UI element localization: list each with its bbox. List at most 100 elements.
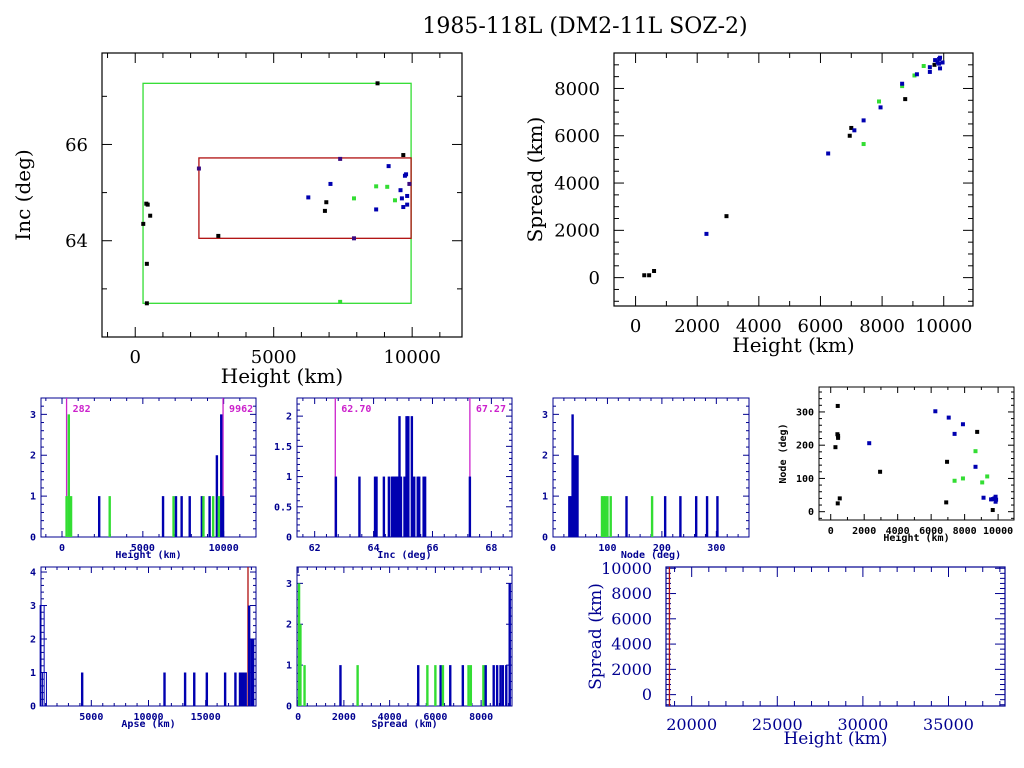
histogram-bar: [65, 496, 68, 537]
data-point: [914, 72, 919, 77]
histogram-bar: [215, 455, 219, 537]
data-point: [196, 166, 201, 171]
histogram-bar: [423, 476, 427, 537]
data-point: [993, 499, 998, 504]
y-tick-label: 2000: [611, 660, 652, 679]
histogram-bar: [387, 476, 391, 537]
spread-vs-height-panel: 0 2000 4000 6000 8000 1000002000400060008000H…: [523, 52, 974, 357]
data-point: [402, 173, 407, 178]
x-tick-label: 30000: [837, 715, 888, 734]
histogram-bar: [161, 496, 165, 537]
data-point: [852, 128, 857, 133]
histogram-bar: [413, 476, 416, 537]
data-point: [938, 66, 943, 71]
histogram-bar: [221, 496, 225, 537]
data-point: [900, 84, 905, 89]
x-tick-label: 20000: [666, 715, 717, 734]
marker-label: 62.70: [341, 404, 371, 415]
data-point: [216, 233, 221, 238]
data-point: [352, 236, 356, 241]
histogram-bar: [80, 672, 84, 706]
x-tick-label: 64: [368, 543, 380, 554]
histogram-bar: [679, 496, 682, 537]
histogram-bar: [180, 496, 183, 537]
data-point: [386, 164, 391, 169]
y-tick-label: 0: [286, 533, 292, 544]
data-point: [927, 69, 932, 74]
y-tick-label: 1: [30, 668, 36, 679]
histogram-bar: [202, 496, 205, 537]
x-tick-label: 15000: [191, 712, 221, 723]
histogram-bar: [334, 476, 338, 537]
histogram-bar: [572, 455, 575, 537]
x-tick-label: 0: [550, 543, 556, 554]
histogram-bar: [410, 416, 414, 537]
histogram-bar: [609, 496, 612, 537]
data-point: [141, 221, 146, 226]
histogram-bar: [247, 605, 251, 706]
histogram-bar: [568, 496, 571, 537]
y-tick-label: 2: [30, 451, 36, 462]
x-tick-label: 5000: [251, 347, 297, 368]
data-point: [981, 495, 986, 500]
histogram-bar: [416, 476, 419, 537]
y-tick-label: 3: [286, 579, 292, 590]
data-point: [960, 422, 965, 427]
y-tick-label: 1: [30, 492, 36, 503]
histogram-bar: [375, 476, 378, 537]
x-tick-label: 0: [295, 712, 301, 723]
data-point: [401, 153, 406, 158]
histogram-bar: [244, 672, 247, 706]
y-tick-label: 8000: [611, 584, 652, 603]
plot-frame: [665, 566, 1006, 707]
histogram-bar: [69, 496, 73, 537]
data-point: [836, 435, 841, 440]
histogram-bar: [576, 455, 579, 537]
data-point: [322, 208, 327, 213]
histogram-bar: [606, 496, 609, 537]
histogram-bar: [508, 583, 511, 706]
y-tick-label: 0: [30, 533, 36, 544]
histogram-bar: [108, 496, 111, 537]
histogram-bar: [461, 665, 465, 706]
x-tick-label: 10000: [384, 347, 441, 368]
histogram-bar: [373, 476, 377, 537]
x-tick-label: 200: [653, 543, 671, 554]
x-tick-label: 10000: [983, 526, 1013, 537]
y-tick-label: 1: [542, 492, 548, 503]
histogram-bar: [200, 496, 204, 537]
data-point: [980, 480, 985, 485]
data-point: [944, 500, 949, 505]
data-point: [912, 73, 917, 78]
data-point: [975, 429, 980, 434]
histogram-bar: [716, 496, 719, 537]
histogram-bar: [495, 665, 499, 706]
x-tick-label: 0: [130, 347, 141, 368]
data-point: [878, 105, 883, 110]
data-point: [946, 415, 951, 420]
data-point: [849, 125, 854, 130]
histogram-bar: [434, 665, 437, 706]
histogram-bar: [505, 665, 508, 706]
y-axis-label: Spread (km): [523, 117, 547, 243]
node-histogram-panel: 0 100 200 300 0 1 2 3 Node (deg): [542, 397, 750, 561]
y-tick-label: 2: [542, 451, 548, 462]
x-tick-label: 4000: [736, 316, 782, 337]
data-point: [990, 508, 995, 513]
plot-frame: [818, 386, 1015, 521]
x-tick-label: 62: [309, 543, 321, 554]
data-point: [144, 261, 149, 266]
x-tick-label: 5000: [131, 543, 155, 554]
data-point: [826, 151, 831, 156]
apse-histogram-panel: 5000 10000 15000 0 1 2 3 4 Apse (km): [30, 566, 257, 730]
x-tick-label: 8000: [469, 712, 493, 723]
data-point: [933, 409, 938, 414]
y-axis-label: Node (deg): [778, 423, 789, 483]
data-point: [937, 61, 942, 66]
x-tick-label: 10000: [915, 316, 972, 337]
histogram-bar: [183, 672, 187, 706]
data-point: [993, 494, 998, 499]
spread-histogram-panel: 0 2000 4000 6000 8000 0 1 2 3 Spread (km): [286, 566, 513, 730]
y-tick-label: 0: [808, 507, 814, 518]
x-tick-label: 0: [59, 543, 65, 554]
